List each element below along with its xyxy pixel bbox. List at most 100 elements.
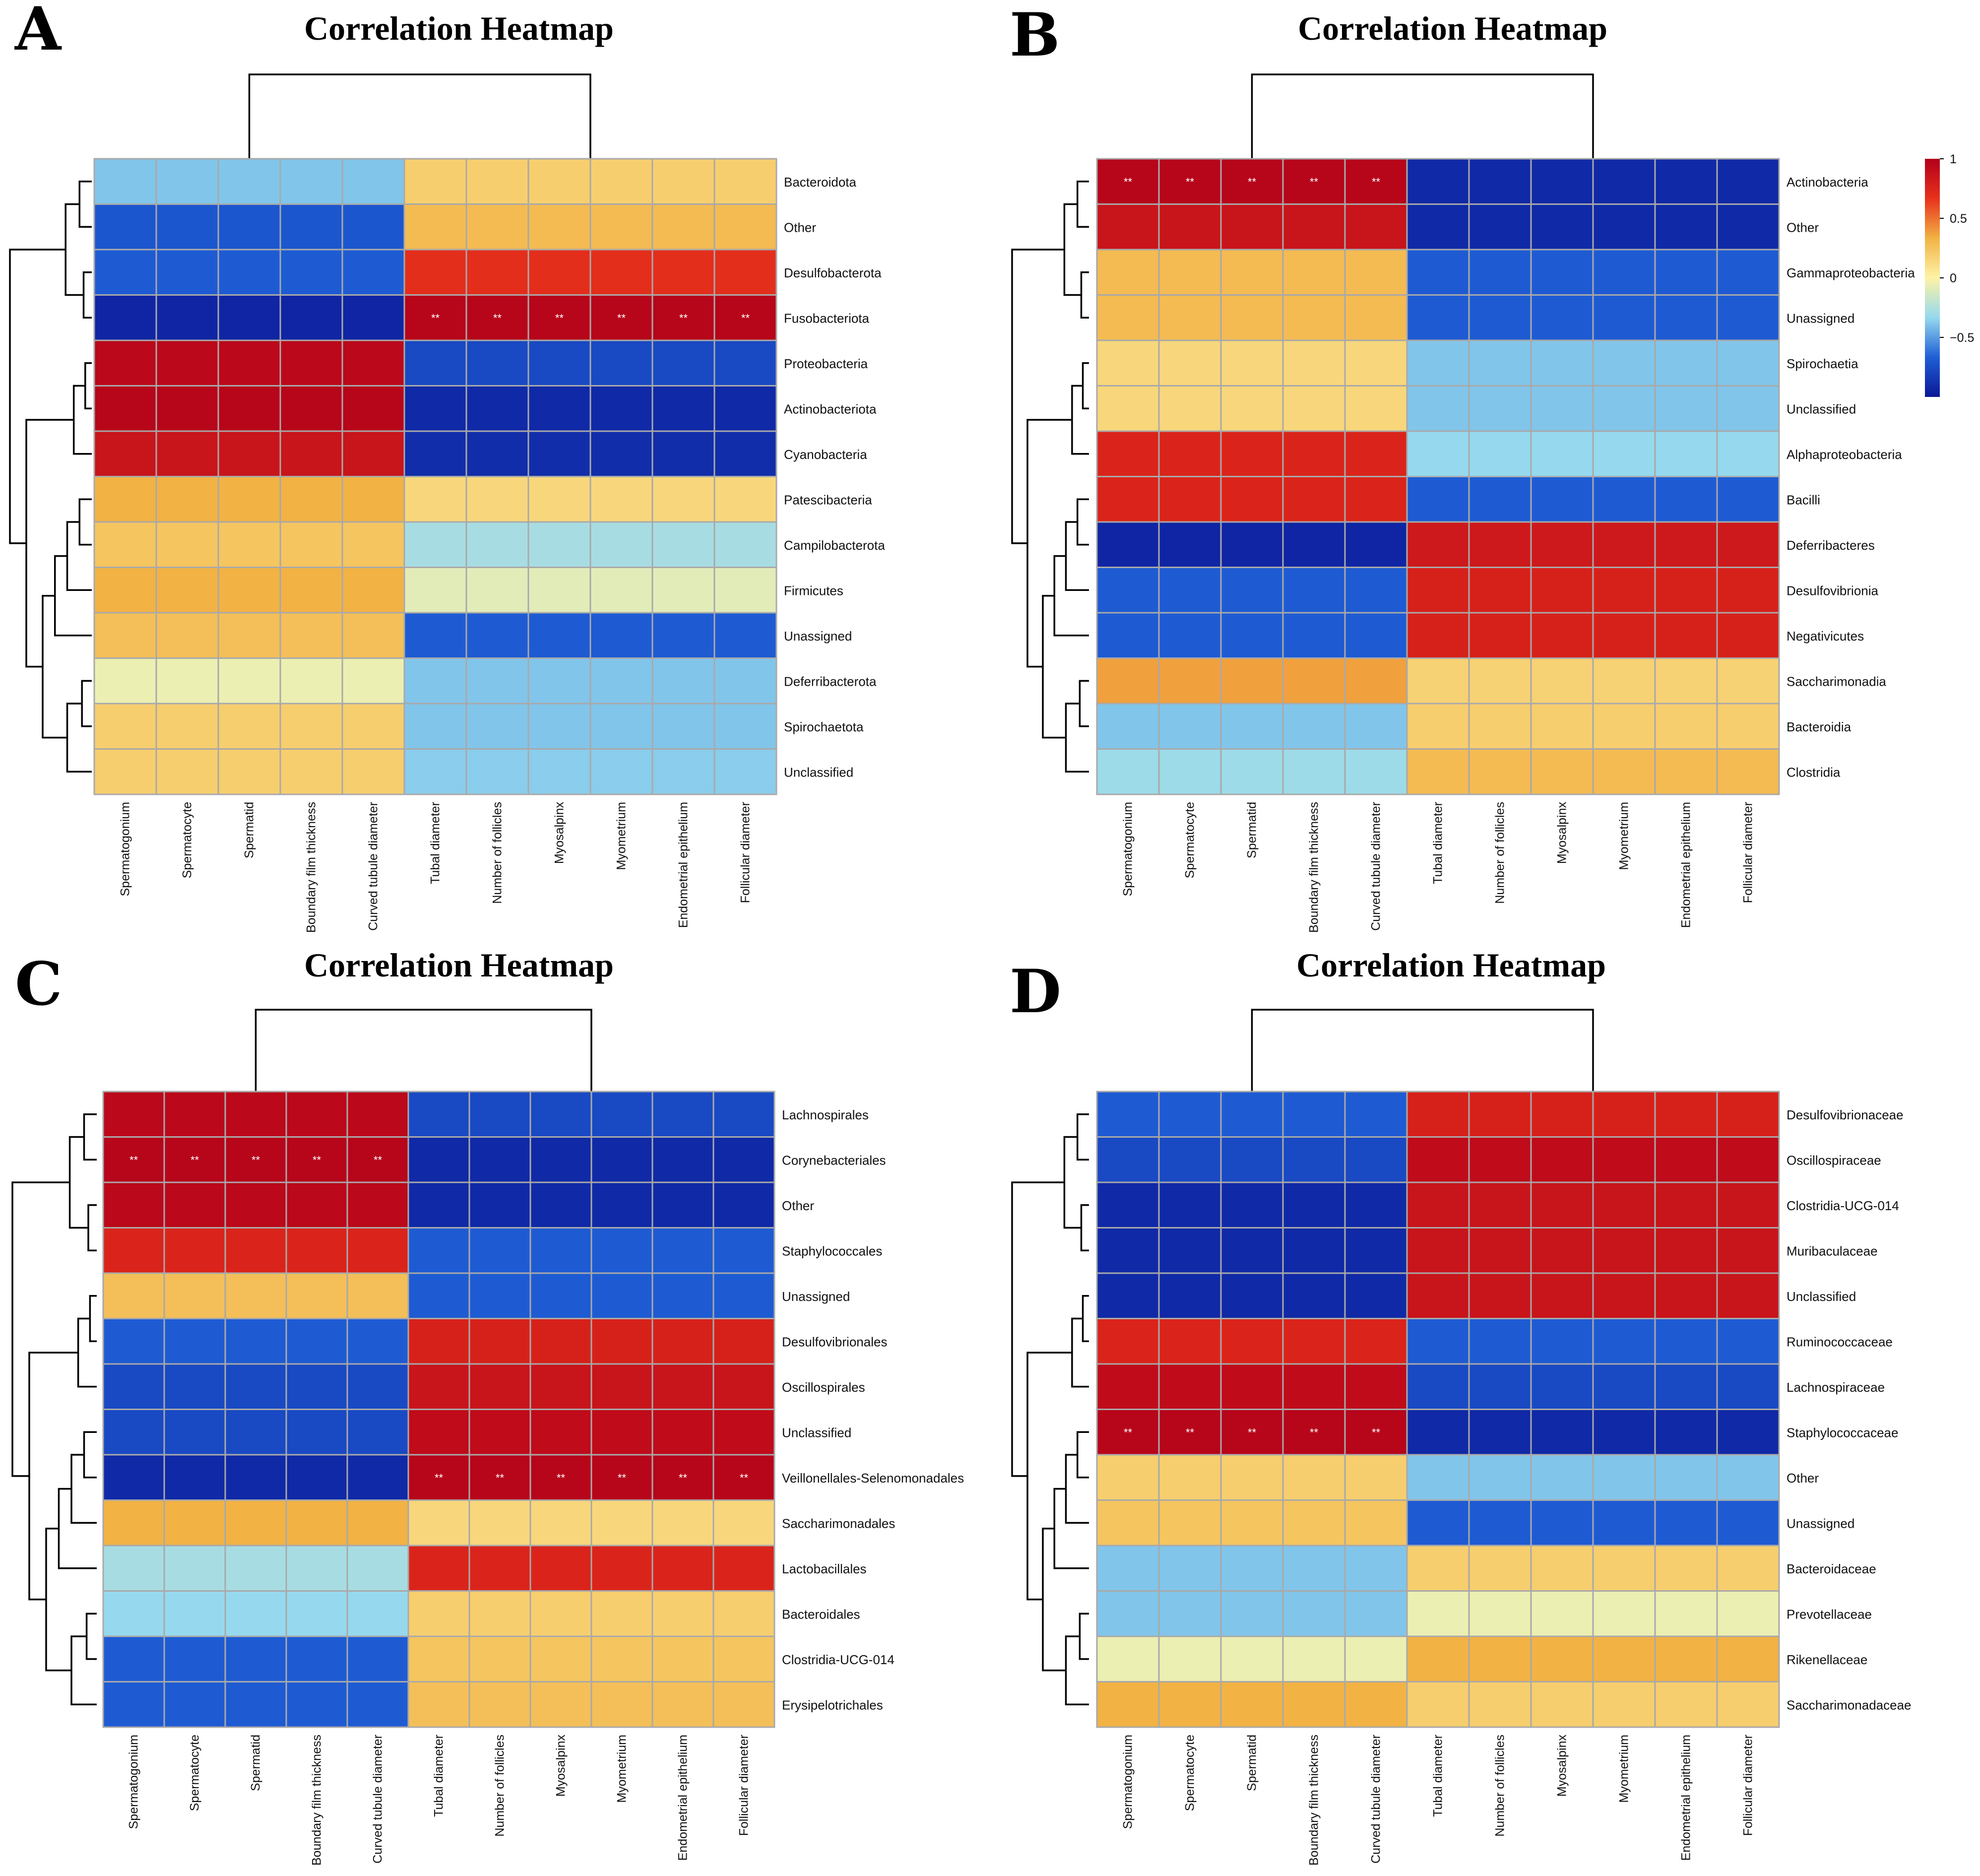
heatmap-cell	[1468, 612, 1532, 659]
heatmap-cell	[217, 521, 281, 568]
heatmap-cell	[1406, 521, 1470, 568]
heatmap-cell	[527, 521, 591, 568]
heatmap-cell	[163, 1635, 226, 1682]
heatmap-cell	[279, 158, 343, 205]
heatmap-cell	[1654, 657, 1718, 705]
heatmap-cell	[341, 567, 405, 614]
heatmap-cell	[1158, 1545, 1222, 1592]
heatmap-cell	[224, 1091, 287, 1138]
row-label: Spirochaetia	[1787, 356, 1858, 371]
heatmap-cell	[590, 1091, 653, 1138]
heatmap-cell	[407, 1136, 470, 1183]
heatmap-cell	[1468, 1545, 1532, 1592]
row-label: Prevotellaceae	[1787, 1607, 1872, 1621]
row-dendrogram-branch	[1080, 1204, 1089, 1251]
row-dendrogram-branch	[89, 1295, 97, 1342]
heatmap-cell	[403, 567, 467, 614]
heatmap-cell	[589, 703, 653, 750]
heatmap-cell	[468, 1091, 531, 1138]
row-label: Desulfovibrionales	[782, 1334, 887, 1349]
heatmap-cell	[1654, 1681, 1718, 1728]
heatmap-cell	[93, 385, 157, 432]
heatmap-cell	[1716, 1681, 1780, 1728]
row-dendrogram-branch	[82, 271, 92, 319]
heatmap-cell	[163, 1318, 226, 1365]
heatmap-cell	[1468, 1499, 1532, 1547]
heatmap-cell	[1158, 1318, 1222, 1365]
heatmap-cell	[1282, 1681, 1346, 1728]
row-label: Muribaculaceae	[1787, 1243, 1878, 1258]
heatmap-cell	[651, 1454, 714, 1501]
heatmap-cell	[468, 1499, 531, 1547]
heatmap-cell	[1530, 339, 1594, 387]
heatmap-cell	[1220, 1181, 1284, 1229]
heatmap-cell	[102, 1454, 165, 1501]
row-dendrogram-branch	[68, 1136, 88, 1229]
heatmap-cell	[1344, 1136, 1408, 1183]
heatmap-cell	[93, 567, 157, 614]
heatmap-cell	[1592, 1545, 1656, 1592]
heatmap-cell	[712, 1409, 775, 1456]
heatmap-cell	[529, 1136, 592, 1183]
heatmap-cell	[1282, 1590, 1346, 1637]
heatmap-cell	[341, 748, 405, 795]
heatmap-cell	[403, 385, 467, 432]
heatmap-cell	[1716, 1272, 1780, 1319]
heatmap-cell	[1468, 1091, 1532, 1138]
heatmap-cell	[1344, 294, 1408, 341]
heatmap-cell	[1406, 612, 1470, 659]
row-dendrogram-branch	[1080, 271, 1089, 319]
heatmap-cell	[1282, 612, 1346, 659]
row-label: Saccharimonadales	[782, 1516, 895, 1531]
heatmap-cell	[1592, 1590, 1656, 1637]
heatmap-cell	[155, 476, 219, 523]
heatmap-cell	[341, 476, 405, 523]
heatmap-cell	[93, 430, 157, 477]
heatmap-cell	[1592, 1272, 1656, 1319]
heatmap-cell	[590, 1318, 653, 1365]
heatmap-cell	[1406, 1590, 1470, 1637]
heatmap-cell	[1530, 1454, 1594, 1501]
heatmap-cell	[1096, 567, 1160, 614]
row-label: Lachnospiraceae	[1787, 1380, 1885, 1395]
heatmap-cell	[1282, 1363, 1346, 1410]
heatmap-cell	[1220, 385, 1284, 432]
heatmap-cell	[590, 1363, 653, 1410]
heatmap-cell	[1344, 476, 1408, 523]
heatmap-cell	[1282, 1635, 1346, 1682]
heatmap-cell	[1096, 1136, 1160, 1183]
row-dendrogram-branch	[1077, 498, 1089, 546]
heatmap-cell	[1406, 1181, 1470, 1229]
heatmap-cell	[713, 521, 777, 568]
heatmap-cell	[346, 1454, 409, 1501]
heatmap-cell	[1406, 1318, 1470, 1365]
heatmap-cell	[651, 567, 715, 614]
heatmap-cell	[1406, 339, 1470, 387]
heatmap-cell	[1096, 1681, 1160, 1728]
heatmap-cell	[1654, 158, 1718, 205]
heatmap-cell	[1344, 203, 1408, 251]
heatmap-cell	[1406, 203, 1470, 251]
heatmap-cell	[590, 1635, 653, 1682]
heatmap-cell	[1344, 249, 1408, 296]
heatmap-cell	[285, 1545, 348, 1592]
heatmap-cell	[1282, 1136, 1346, 1183]
heatmap-cell	[403, 158, 467, 205]
heatmap-cell	[1220, 567, 1284, 614]
heatmap-cell	[1406, 1409, 1470, 1456]
heatmap-cell	[1344, 1272, 1408, 1319]
heatmap-cell	[529, 1318, 592, 1365]
heatmap-cell	[712, 1454, 775, 1501]
heatmap-cell	[346, 1272, 409, 1319]
heatmap-cell	[346, 1681, 409, 1728]
row-label: Other	[784, 220, 816, 235]
heatmap-cell	[527, 430, 591, 477]
heatmap-cell	[407, 1635, 470, 1682]
heatmap-cell	[341, 430, 405, 477]
heatmap-cell	[1468, 1227, 1532, 1274]
heatmap-cell	[217, 476, 281, 523]
row-label: Clostridia-UCG-014	[1787, 1198, 1899, 1213]
heatmap-cell	[1654, 339, 1718, 387]
row-label: Desulfovibrionia	[1787, 583, 1879, 598]
heatmap-cell	[102, 1363, 165, 1410]
